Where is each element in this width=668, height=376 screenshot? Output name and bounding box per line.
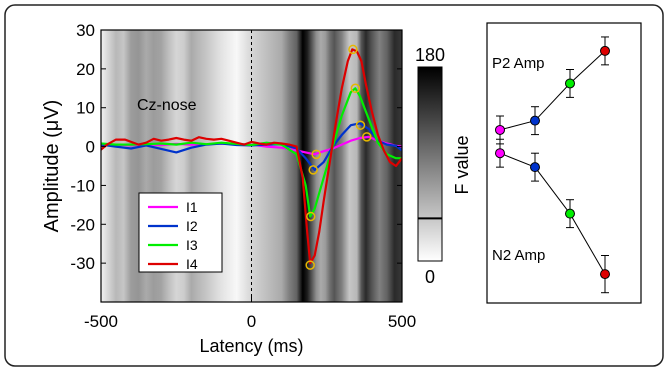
peak-marker-i3 [306,211,316,222]
summary-point [495,148,505,159]
y-tick-label: -10 [70,176,95,195]
y-tick-label: 30 [76,21,95,40]
summary-point [565,208,575,219]
colorbar-max: 180 [415,45,445,65]
legend-label-i3: I3 [186,237,198,253]
amplitude-summary-panel: P2 Amp N2 Amp [486,22,642,304]
x-tick-label: -500 [84,312,118,331]
peak-marker-i1 [362,132,372,142]
summary-line-1 [499,152,606,275]
summary-point [530,162,540,173]
peak-marker-i2 [355,120,366,130]
x-tick-label: 0 [247,312,256,331]
summary-point [600,45,610,56]
summary-point [495,124,505,135]
y-tick-label: 20 [76,60,95,79]
y-tick-label: 0 [86,138,95,157]
legend-label-i4: I4 [186,256,198,272]
legend: I1 I2 I3 I4 [138,192,223,273]
colorbar-min: 0 [425,267,435,287]
electrode-label: Cz-nose [137,97,197,114]
legend-label-i2: I2 [186,218,198,234]
n2-amp-label: N2 Amp [492,247,545,264]
erp-panel: 30 20 10 0 -10 -20 -30 -500 0 500 Cz-nose Amplit… [41,21,416,356]
y-axis-label: Amplitude (μV) [41,100,63,233]
peak-marker-i2 [308,165,318,175]
trace-i2 [101,122,402,171]
x-axis-label: Latency (ms) [199,336,303,356]
summary-point [530,115,540,126]
legend-box [138,192,223,273]
summary-frame [486,22,642,304]
x-tick-label: 500 [388,312,416,331]
summary-point [600,269,610,280]
colorbar-gradient [417,66,443,262]
erp-traces [101,48,402,265]
p2-amp-label: P2 Amp [492,55,545,72]
y-tick-label: 10 [76,99,95,118]
peak-marker-i4 [305,260,315,270]
peak-markers [305,44,372,270]
legend-label-i1: I1 [186,199,198,215]
x-axis-ticks: -500 0 500 [84,297,416,331]
peak-marker-i4 [348,44,358,55]
peak-marker-i3 [350,83,361,94]
peak-marker-i1 [311,149,321,160]
colorbar-label: F value [452,135,472,194]
summary-point [565,78,575,89]
y-axis-ticks: 30 20 10 0 -10 -20 -30 [70,21,402,273]
y-tick-label: -30 [70,254,95,273]
colorbar: 180 0 F value [415,45,472,287]
summary-line-0 [499,50,606,131]
y-tick-label: -20 [70,215,95,234]
trace-i4 [101,48,402,265]
